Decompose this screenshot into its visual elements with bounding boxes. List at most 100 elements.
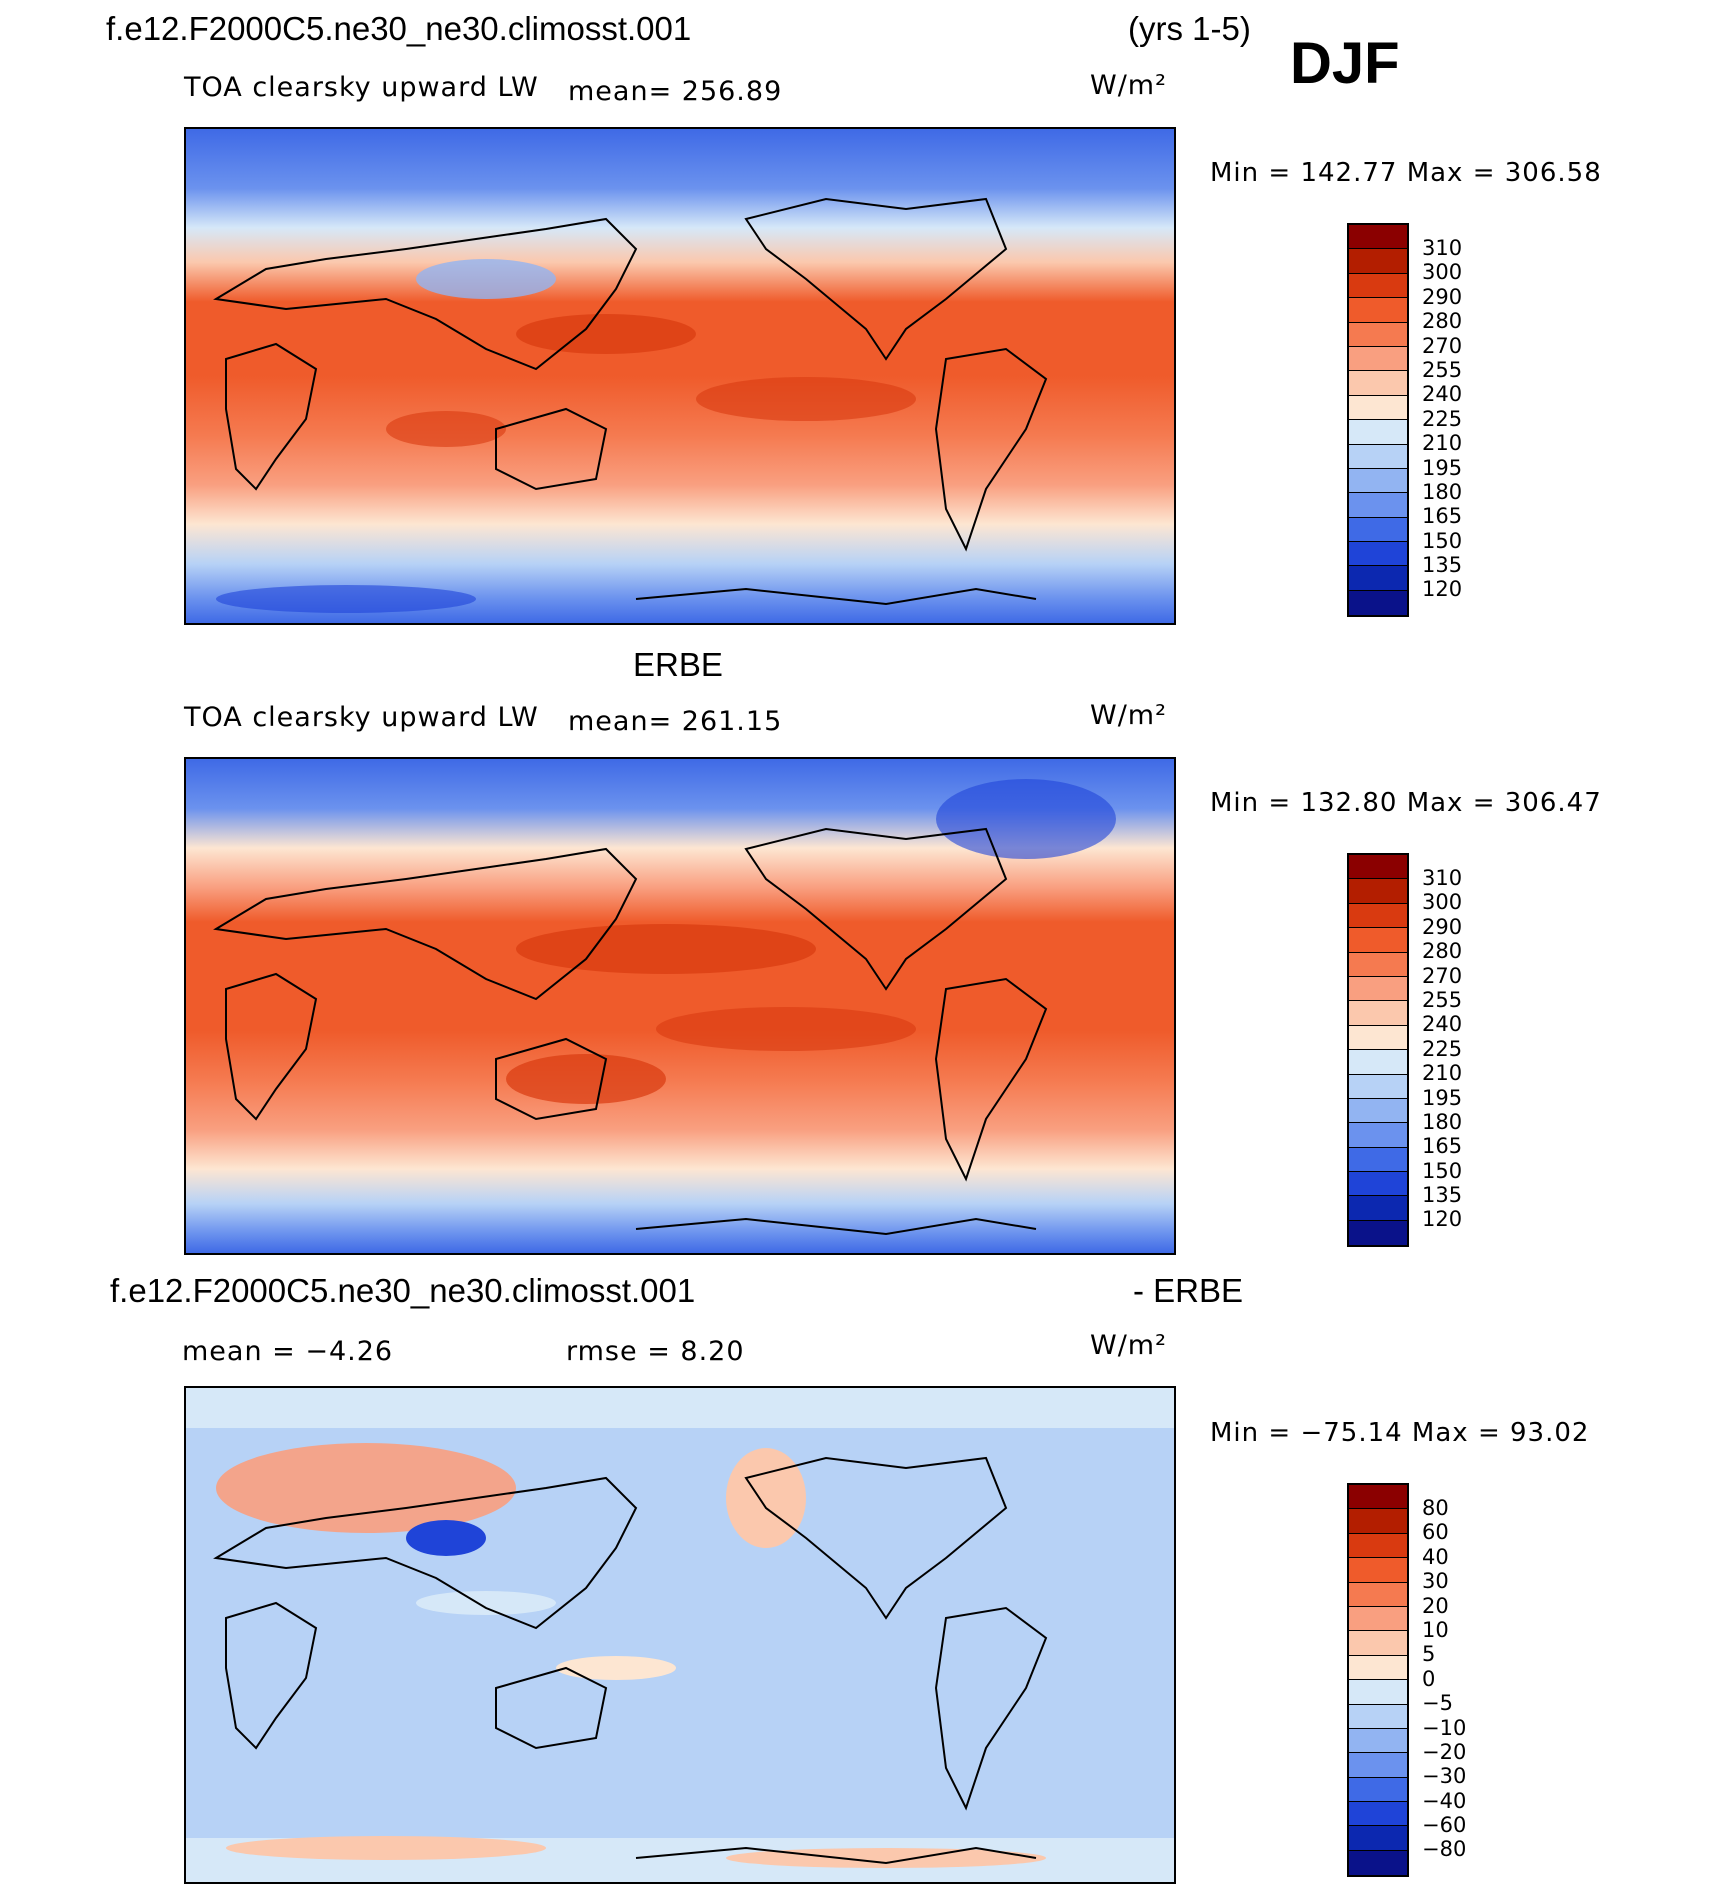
years-label: (yrs 1-5)	[1128, 10, 1251, 47]
panel2-minmax: Min = 132.80 Max = 306.47	[1210, 788, 1602, 818]
panel3-units: W/m²	[1090, 1330, 1167, 1361]
colorbar-label: 255	[1422, 987, 1463, 1012]
colorbar-label: 0	[1422, 1666, 1436, 1691]
panel1-units: W/m²	[1090, 70, 1167, 101]
colorbar-swatch	[1349, 1533, 1407, 1559]
colorbar-swatch	[1349, 1704, 1407, 1729]
colorbar-swatch	[1349, 346, 1407, 372]
colorbar-swatch	[1349, 273, 1407, 299]
colorbar-label: 165	[1422, 1134, 1463, 1159]
colorbar-label: 5	[1422, 1642, 1436, 1667]
panel2-units: W/m²	[1090, 700, 1167, 731]
colorbar-label: −5	[1422, 1691, 1453, 1716]
colorbar-swatch	[1349, 1123, 1407, 1148]
colorbar-swatch	[1349, 468, 1407, 494]
panel3-colorbar	[1347, 1483, 1409, 1878]
colorbar-label: 60	[1422, 1520, 1449, 1545]
colorbar-label: 270	[1422, 333, 1463, 358]
colorbar-label: 135	[1422, 1183, 1463, 1208]
colorbar-swatch	[1349, 1001, 1407, 1026]
colorbar-label: 290	[1422, 284, 1463, 309]
colorbar-label: 280	[1422, 309, 1463, 334]
colorbar-label: 225	[1422, 1036, 1463, 1061]
colorbar-swatch	[1349, 1655, 1407, 1681]
colorbar-swatch	[1349, 444, 1407, 469]
colorbar-label: −60	[1422, 1813, 1467, 1838]
panel1-subtitle: TOA clearsky upward LW	[184, 72, 539, 103]
colorbar-swatch	[1349, 420, 1407, 445]
panel3-title-left: f.e12.F2000C5.ne30_ne30.climosst.001	[110, 1272, 696, 1309]
panel2-subtitle: TOA clearsky upward LW	[184, 702, 539, 733]
colorbar-label: 210	[1422, 431, 1463, 456]
colorbar-swatch	[1349, 1826, 1407, 1851]
colorbar-swatch	[1349, 879, 1407, 904]
colorbar-swatch	[1349, 1680, 1407, 1705]
colorbar-label: 290	[1422, 914, 1463, 939]
colorbar-swatch	[1349, 1558, 1407, 1583]
colorbar-label: 30	[1422, 1569, 1449, 1594]
colorbar-swatch	[1349, 1196, 1407, 1221]
colorbar-swatch	[1349, 1509, 1407, 1534]
panel1-mean: mean= 256.89	[568, 76, 783, 107]
colorbar-label: 300	[1422, 890, 1463, 915]
colorbar-label: 255	[1422, 357, 1463, 382]
panel1-minmax: Min = 142.77 Max = 306.58	[1210, 158, 1602, 188]
colorbar-label: 310	[1422, 866, 1463, 890]
panel2-title: ERBE	[633, 646, 723, 683]
colorbar-swatch	[1349, 298, 1407, 323]
colorbar-label: 210	[1422, 1061, 1463, 1086]
panel1-map	[184, 127, 1176, 625]
colorbar-label: 120	[1422, 1207, 1463, 1232]
colorbar-label: 10	[1422, 1617, 1449, 1642]
colorbar-label: 150	[1422, 1158, 1463, 1183]
colorbar-swatch	[1349, 249, 1407, 274]
colorbar-swatch	[1349, 976, 1407, 1002]
panel1-colorbar-labels: 310 300 290 280 270 255 240 225 210 195 …	[1422, 236, 1462, 602]
colorbar-swatch	[1349, 590, 1407, 616]
colorbar-swatch	[1349, 517, 1407, 543]
colorbar-label: 270	[1422, 963, 1463, 988]
panel3-title-right: - ERBE	[1133, 1272, 1244, 1309]
colorbar-swatch	[1349, 1025, 1407, 1051]
colorbar-swatch	[1349, 566, 1407, 591]
colorbar-swatch	[1349, 952, 1407, 977]
colorbar-label: 280	[1422, 939, 1463, 964]
colorbar-label: −30	[1422, 1764, 1467, 1789]
colorbar-label: 195	[1422, 455, 1463, 480]
colorbar-swatch	[1349, 928, 1407, 953]
colorbar-label: −40	[1422, 1788, 1467, 1813]
panel3-minmax: Min = −75.14 Max = 93.02	[1210, 1418, 1590, 1448]
colorbar-label: 195	[1422, 1085, 1463, 1110]
panel1-colorbar	[1347, 223, 1409, 618]
colorbar-swatch	[1349, 1050, 1407, 1075]
season-label: DJF	[1290, 31, 1400, 96]
colorbar-label: 80	[1422, 1496, 1449, 1520]
colorbar-label: 180	[1422, 1109, 1463, 1134]
panel3-mean: mean = −4.26	[182, 1336, 394, 1367]
colorbar-label: 40	[1422, 1544, 1449, 1569]
colorbar-swatch	[1349, 322, 1407, 347]
colorbar-label: 165	[1422, 504, 1463, 529]
colorbar-swatch	[1349, 395, 1407, 421]
colorbar-label: 180	[1422, 479, 1463, 504]
colorbar-label: 310	[1422, 236, 1463, 260]
panel2-colorbar	[1347, 853, 1409, 1248]
colorbar-swatch	[1349, 1582, 1407, 1607]
colorbar-swatch	[1349, 1850, 1407, 1876]
colorbar-swatch	[1349, 1220, 1407, 1246]
colorbar-label: −80	[1422, 1837, 1467, 1862]
colorbar-label: 240	[1422, 382, 1463, 407]
colorbar-label: 135	[1422, 553, 1463, 578]
colorbar-swatch	[1349, 1606, 1407, 1632]
colorbar-swatch	[1349, 1485, 1407, 1510]
colorbar-swatch	[1349, 371, 1407, 396]
colorbar-swatch	[1349, 903, 1407, 929]
colorbar-label: 150	[1422, 528, 1463, 553]
colorbar-swatch	[1349, 1802, 1407, 1827]
case-title: f.e12.F2000C5.ne30_ne30.climosst.001	[106, 10, 692, 47]
colorbar-label: 120	[1422, 577, 1463, 602]
colorbar-label: 300	[1422, 260, 1463, 285]
colorbar-swatch	[1349, 855, 1407, 880]
panel3-rmse: rmse = 8.20	[566, 1336, 745, 1367]
colorbar-swatch	[1349, 542, 1407, 567]
